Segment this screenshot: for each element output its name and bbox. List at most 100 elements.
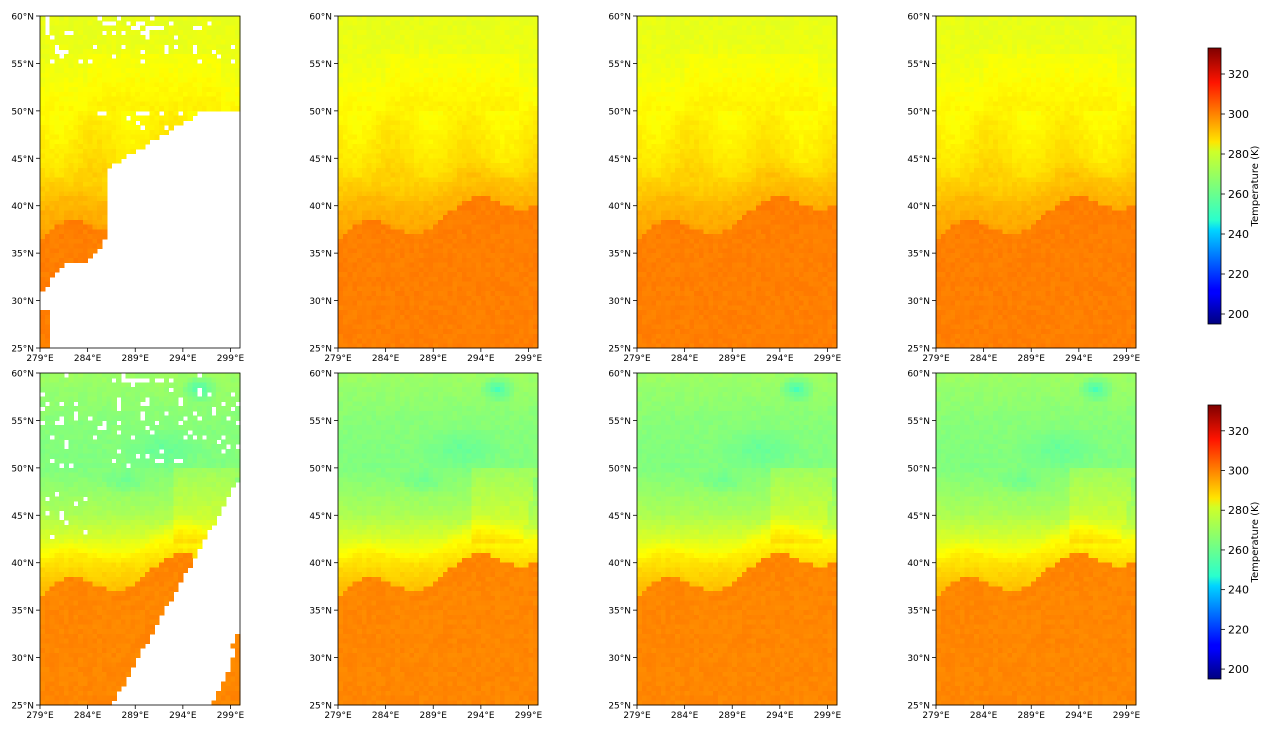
heatmap-cell	[405, 173, 410, 178]
heatmap-cell	[519, 282, 524, 287]
heatmap-cell	[813, 78, 818, 83]
heatmap-cell	[528, 144, 533, 149]
heatmap-cell	[338, 63, 343, 68]
heatmap-cell	[500, 305, 505, 310]
heatmap-cell	[448, 248, 453, 253]
heatmap-cell	[92, 144, 97, 149]
heatmap-cell	[704, 68, 709, 73]
heatmap-cell	[443, 215, 448, 220]
heatmap-cell	[409, 301, 414, 306]
heatmap-cell	[467, 35, 472, 40]
heatmap-cell	[197, 63, 202, 68]
heatmap-cell	[486, 282, 491, 287]
heatmap-cell	[409, 35, 414, 40]
heatmap-cell	[443, 49, 448, 54]
heatmap-cell	[433, 21, 438, 26]
heatmap-cell	[338, 229, 343, 234]
heatmap-cell	[395, 258, 400, 263]
heatmap-cell	[352, 182, 357, 187]
heatmap-cell	[116, 35, 121, 40]
heatmap-cell	[409, 21, 414, 26]
heatmap-cell	[524, 135, 529, 140]
heatmap-cell	[40, 310, 45, 315]
heatmap-cell	[770, 40, 775, 45]
heatmap-cell	[405, 54, 410, 59]
heatmap-cell	[362, 272, 367, 277]
heatmap-cell	[675, 16, 680, 21]
heatmap-cell	[486, 82, 491, 87]
heatmap-cell	[348, 187, 353, 192]
heatmap-cell	[414, 35, 419, 40]
heatmap-cell	[500, 163, 505, 168]
heatmap-cell	[64, 258, 69, 263]
heatmap-cell	[799, 16, 804, 21]
heatmap-cell	[338, 120, 343, 125]
heatmap-cell	[150, 106, 155, 111]
heatmap-cell	[495, 310, 500, 315]
heatmap-cell	[357, 30, 362, 35]
heatmap-cell	[443, 173, 448, 178]
heatmap-cell	[775, 25, 780, 30]
heatmap-cell	[457, 239, 462, 244]
heatmap-cell	[467, 111, 472, 116]
heatmap-cell	[761, 30, 766, 35]
heatmap-cell	[135, 130, 140, 135]
heatmap-cell	[505, 324, 510, 329]
heatmap-cell	[490, 305, 495, 310]
heatmap-cell	[88, 173, 93, 178]
heatmap-cell	[386, 78, 391, 83]
heatmap-cell	[433, 206, 438, 211]
heatmap-cell	[352, 168, 357, 173]
heatmap-cell	[500, 229, 505, 234]
heatmap-cell	[414, 73, 419, 78]
heatmap-cell	[352, 35, 357, 40]
heatmap-cell	[202, 59, 207, 64]
heatmap-cell	[395, 30, 400, 35]
heatmap-cell	[164, 68, 169, 73]
heatmap-cell	[357, 296, 362, 301]
heatmap-cell	[111, 120, 116, 125]
heatmap-cell	[102, 215, 107, 220]
heatmap-cell	[804, 78, 809, 83]
heatmap-cell	[59, 163, 64, 168]
heatmap-cell	[352, 277, 357, 282]
heatmap-cell	[448, 272, 453, 277]
heatmap-cell	[376, 286, 381, 291]
heatmap-cell	[467, 229, 472, 234]
heatmap-cell	[438, 253, 443, 258]
heatmap-cell	[514, 92, 519, 97]
heatmap-cell	[405, 135, 410, 140]
heatmap-cell	[352, 63, 357, 68]
heatmap-cell	[519, 329, 524, 334]
heatmap-cell	[83, 144, 88, 149]
heatmap-cell	[428, 177, 433, 182]
heatmap-cell	[159, 40, 164, 45]
heatmap-cell	[433, 97, 438, 102]
heatmap-cell	[400, 239, 405, 244]
heatmap-cell	[808, 78, 813, 83]
heatmap-cell	[386, 82, 391, 87]
heatmap-cell	[471, 106, 476, 111]
heatmap-cell	[495, 196, 500, 201]
heatmap-cell	[362, 130, 367, 135]
heatmap-cell	[357, 305, 362, 310]
heatmap-cell	[395, 225, 400, 230]
heatmap-cell	[723, 82, 728, 87]
heatmap-cell	[467, 125, 472, 130]
heatmap-cell	[97, 234, 102, 239]
heatmap-cell	[785, 82, 790, 87]
heatmap-cell	[69, 21, 74, 26]
heatmap-cell	[121, 73, 126, 78]
heatmap-cell	[40, 54, 45, 59]
heatmap-cell	[211, 30, 216, 35]
heatmap-cell	[192, 40, 197, 45]
heatmap-cell	[381, 35, 386, 40]
heatmap-cell	[371, 149, 376, 154]
heatmap-cell	[804, 30, 809, 35]
heatmap-cell	[524, 92, 529, 97]
heatmap-cell	[794, 78, 799, 83]
heatmap-cell	[448, 73, 453, 78]
heatmap-cell	[409, 267, 414, 272]
heatmap-cell	[371, 191, 376, 196]
heatmap-cell	[509, 201, 514, 206]
